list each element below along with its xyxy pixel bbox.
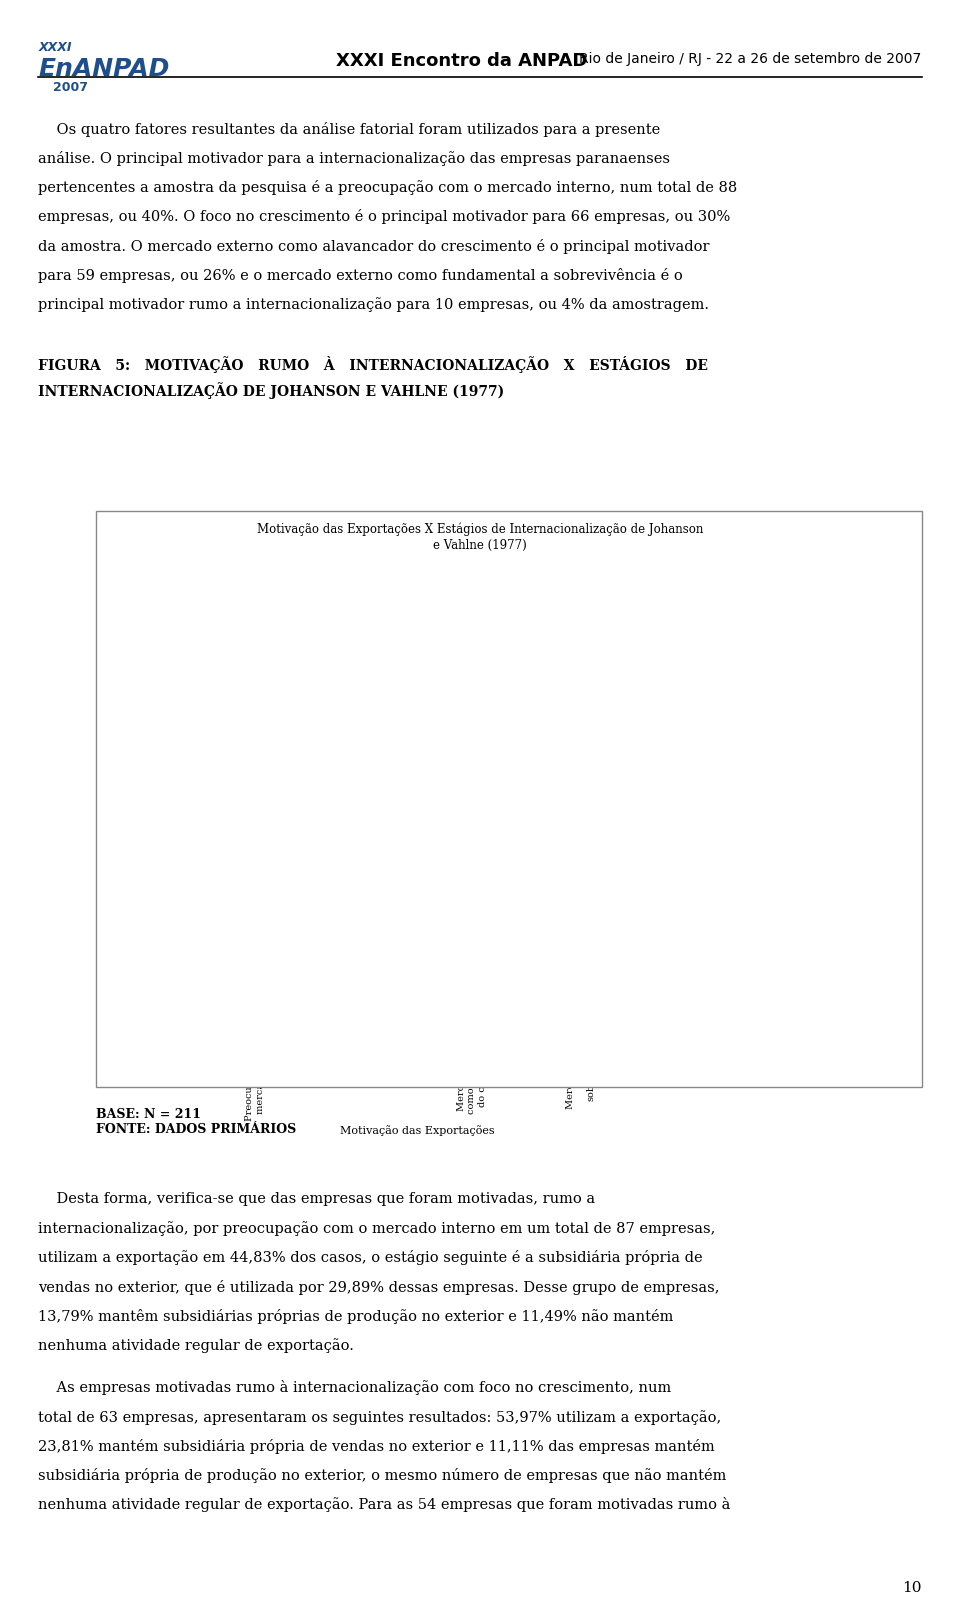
Text: 40,74%: 40,74% xyxy=(453,899,491,907)
Text: da amostra. O mercado externo como alavancador do crescimento é o principal moti: da amostra. O mercado externo como alava… xyxy=(38,239,709,253)
Text: subsidiária própria de produção no exterior, o mesmo número de empresas que não : subsidiária própria de produção no exter… xyxy=(38,1467,727,1482)
Text: nenhuma atividade regular de exportação.: nenhuma atividade regular de exportação. xyxy=(38,1337,354,1352)
Bar xyxy=(339,631,388,735)
Text: 14,29%: 14,29% xyxy=(563,610,599,620)
Text: 2007: 2007 xyxy=(53,81,87,94)
Text: total de 63 empresas, apresentaram os seguintes resultados: 53,97% utilizam a ex: total de 63 empresas, apresentaram os se… xyxy=(38,1409,722,1423)
Text: BASE: N = 211
FONTE: DADOS PRIMÁRIOS: BASE: N = 211 FONTE: DADOS PRIMÁRIOS xyxy=(96,1107,297,1134)
Text: 13,79% mantêm subsidiárias próprias de produção no exterior e 11,49% não mantém: 13,79% mantêm subsidiárias próprias de p… xyxy=(38,1308,674,1323)
Text: internacionalização, por preocupação com o mercado interno em um total de 87 emp: internacionalização, por preocupação com… xyxy=(38,1220,716,1235)
Bar xyxy=(230,966,279,1014)
Text: 5,56%: 5,56% xyxy=(457,998,488,1006)
Legend: Subsidiária própria
de produção, Subsidiária própria
de vendas, Exportação
diret: Subsidiária própria de produção, Subsidi… xyxy=(650,717,786,881)
Text: e Vahlne (1977): e Vahlne (1977) xyxy=(433,539,527,552)
Text: XXXI: XXXI xyxy=(38,41,72,54)
Bar xyxy=(556,953,605,1014)
Y-axis label: % de Empresas: % de Empresas xyxy=(164,756,175,842)
Bar xyxy=(230,773,279,966)
Text: 14,81%: 14,81% xyxy=(453,612,491,620)
Text: pertencentes a amostra da pesquisa é a preocupação com o mercado interno, num to: pertencentes a amostra da pesquisa é a p… xyxy=(38,180,737,195)
Text: empresas, ou 40%. O foco no crescimento é o principal motivador para 66 empresas: empresas, ou 40%. O foco no crescimento … xyxy=(38,209,731,224)
Text: 29,89%: 29,89% xyxy=(236,703,273,712)
Text: 23,81%: 23,81% xyxy=(345,678,382,688)
X-axis label: Motivação das Exportações: Motivação das Exportações xyxy=(340,1125,495,1134)
Text: nenhuma atividade regular de exportação. Para as 54 empresas que foram motivadas: nenhuma atividade regular de exportação.… xyxy=(38,1496,731,1511)
Text: 14,29%: 14,29% xyxy=(563,979,599,988)
Text: Rio de Janeiro / RJ - 22 a 26 de setembro de 2007: Rio de Janeiro / RJ - 22 a 26 de setembr… xyxy=(579,52,922,67)
Text: 13,79%: 13,79% xyxy=(236,610,273,618)
Text: FIGURA   5:   MOTIVAÇÃO   RUMO   À   INTERNACIONALIZAÇÃO   X   ESTÁGIOS   DE: FIGURA 5: MOTIVAÇÃO RUMO À INTERNACIONAL… xyxy=(38,355,708,372)
Text: 11,11%: 11,11% xyxy=(345,987,382,995)
Text: 71,43%: 71,43% xyxy=(563,795,599,803)
Bar xyxy=(447,815,496,990)
Bar xyxy=(339,735,388,967)
Text: EnANPAD: EnANPAD xyxy=(38,57,170,81)
Bar xyxy=(447,990,496,1014)
Bar xyxy=(447,648,496,815)
Text: análise. O principal motivador para a internacionalização das empresas paranaens: análise. O principal motivador para a in… xyxy=(38,151,670,166)
Text: principal motivador rumo a internacionalização para 10 empresas, ou 4% da amostr: principal motivador rumo a internacional… xyxy=(38,297,709,312)
Bar xyxy=(556,646,605,953)
Text: Motivação das Exportações X Estágios de Internacionalização de Johanson: Motivação das Exportações X Estágios de … xyxy=(257,523,703,536)
Text: XXXI Encontro da ANPAD: XXXI Encontro da ANPAD xyxy=(336,52,588,70)
Text: 44,83%: 44,83% xyxy=(236,863,273,873)
Text: 10: 10 xyxy=(902,1579,922,1594)
Text: Desta forma, verifica-se que das empresas que foram motivadas, rumo a: Desta forma, verifica-se que das empresa… xyxy=(38,1191,595,1206)
Text: As empresas motivadas rumo à internacionalização com foco no crescimento, num: As empresas motivadas rumo à internacion… xyxy=(38,1380,672,1394)
Text: vendas no exterior, que é utilizada por 29,89% dessas empresas. Desse grupo de e: vendas no exterior, que é utilizada por … xyxy=(38,1279,720,1294)
Bar xyxy=(447,584,496,648)
Text: 23,81% mantém subsidiária própria de vendas no exterior e 11,11% das empresas ma: 23,81% mantém subsidiária própria de ven… xyxy=(38,1438,715,1453)
Text: INTERNACIONALIZAÇÃO DE JOHANSON E VAHLNE (1977): INTERNACIONALIZAÇÃO DE JOHANSON E VAHLNE… xyxy=(38,381,505,398)
Text: Os quatro fatores resultantes da análise fatorial foram utilizados para a presen: Os quatro fatores resultantes da análise… xyxy=(38,122,660,136)
Text: 38,89%: 38,89% xyxy=(453,727,491,737)
Bar xyxy=(339,967,388,1014)
Text: 11,11%: 11,11% xyxy=(345,604,382,612)
Bar xyxy=(556,584,605,646)
Bar xyxy=(230,644,279,773)
Bar xyxy=(230,584,279,644)
Text: 11,49%: 11,49% xyxy=(236,985,273,995)
Text: 53,97%: 53,97% xyxy=(345,846,382,855)
Text: utilizam a exportação em 44,83% dos casos, o estágio seguinte é a subsidiária pr: utilizam a exportação em 44,83% dos caso… xyxy=(38,1250,703,1264)
Text: para 59 empresas, ou 26% e o mercado externo como fundamental a sobrevivência é : para 59 empresas, ou 26% e o mercado ext… xyxy=(38,268,684,282)
Bar xyxy=(339,584,388,631)
